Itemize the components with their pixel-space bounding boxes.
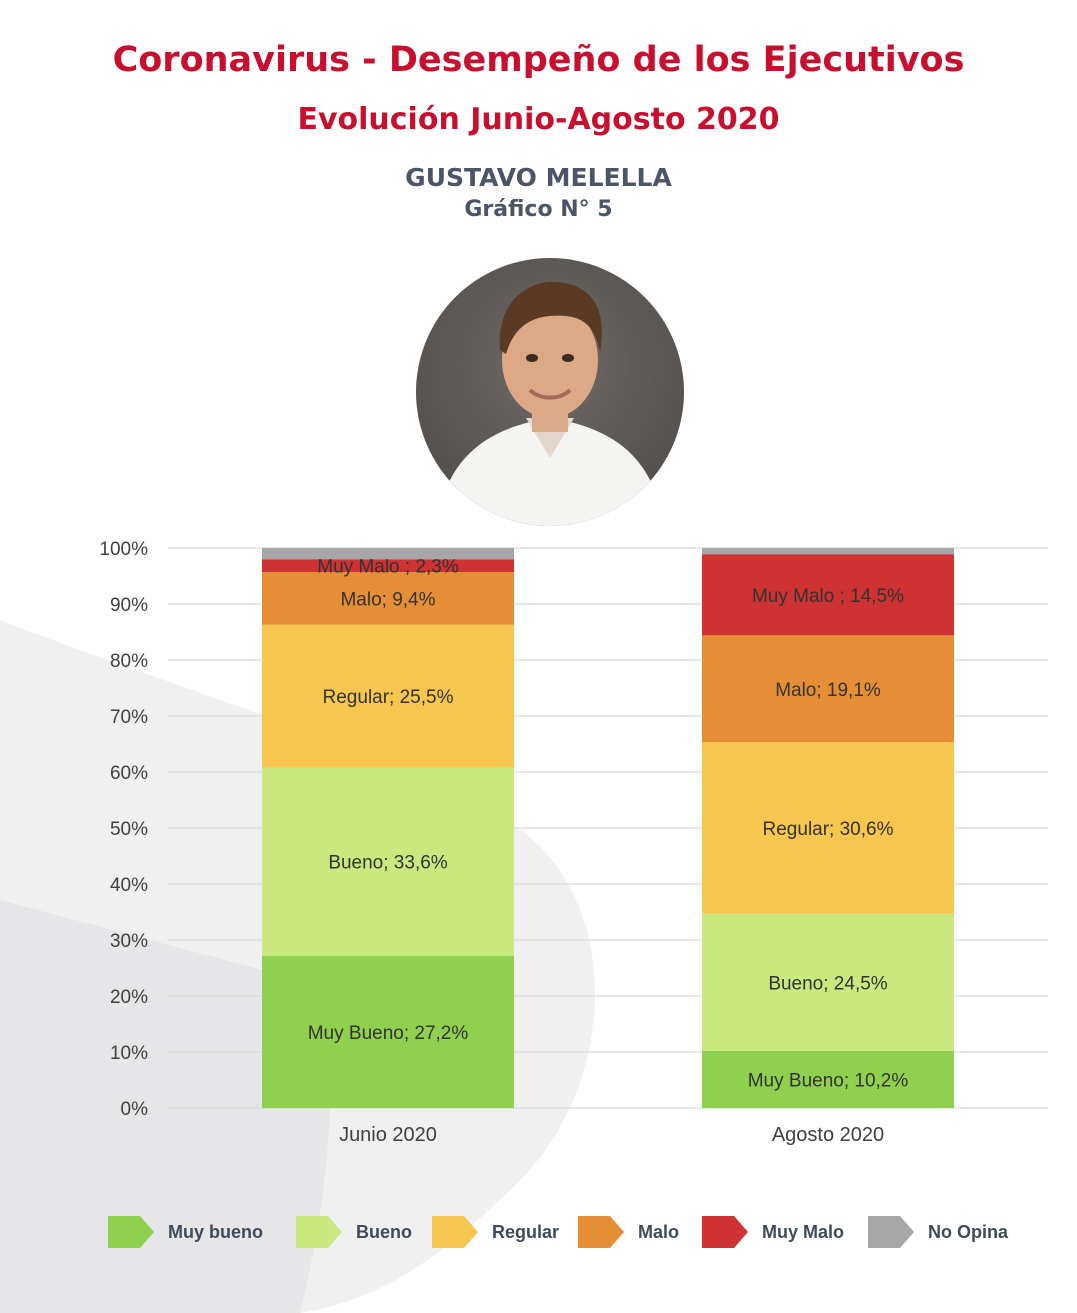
- legend-label: Bueno: [356, 1221, 412, 1242]
- stacked-bar-chart: 0% 10% 20% 30% 40% 50% 60% 70% 80% 90% 100% Muy Bue…: [99, 539, 1048, 1146]
- bar-segment: [262, 624, 514, 768]
- legend-item: Regular: [432, 1212, 559, 1252]
- chart-title: Coronavirus - Desempeño de los Ejecutivo…: [112, 40, 965, 80]
- person-name: GUSTAVO MELELLA: [405, 163, 672, 192]
- legend-swatch-icon: [108, 1216, 154, 1248]
- legend-swatch-icon: [868, 1216, 914, 1248]
- data-label: Regular; 30,6%: [763, 819, 894, 840]
- chart-subtitle: Evolución Junio-Agosto 2020: [297, 102, 780, 137]
- y-tick-label: 0%: [121, 1099, 149, 1120]
- legend-item: Muy bueno: [108, 1212, 263, 1252]
- data-label: Malo; 9,4%: [340, 589, 435, 610]
- data-label: Malo; 19,1%: [775, 680, 881, 701]
- legend-item: Malo: [578, 1212, 679, 1252]
- legend-swatch-icon: [578, 1216, 624, 1248]
- data-label: Muy Bueno; 10,2%: [748, 1070, 909, 1091]
- bar-segment: [262, 572, 514, 625]
- data-label: Regular; 25,5%: [323, 687, 454, 708]
- bar-segment: [262, 548, 514, 560]
- y-tick-label: 70%: [110, 707, 148, 728]
- legend-item: No Opina: [868, 1212, 1008, 1252]
- legend-label: Regular: [492, 1221, 560, 1242]
- bar-segment: [702, 913, 954, 1051]
- y-tick-label: 80%: [110, 651, 148, 672]
- bar-segment: [702, 635, 954, 743]
- y-tick-label: 90%: [110, 595, 148, 616]
- data-label: Muy Malo ; 14,5%: [752, 586, 904, 607]
- legend-swatch-icon: [296, 1216, 342, 1248]
- bar-segment: [262, 767, 514, 956]
- x-category-label: Agosto 2020: [772, 1124, 884, 1146]
- bar-segment: [702, 554, 954, 636]
- y-tick-label: 10%: [110, 1043, 148, 1064]
- bar-segment: [262, 955, 514, 1108]
- x-category-label: Junio 2020: [339, 1124, 437, 1146]
- y-tick-label: 20%: [110, 987, 148, 1008]
- bar-segment: [262, 559, 514, 573]
- legend-label: Muy bueno: [168, 1221, 263, 1242]
- legend-item: Muy Malo: [702, 1212, 844, 1252]
- data-label: Bueno; 24,5%: [768, 973, 887, 994]
- chart-legend: Muy bueno Bueno Regular Malo Muy Malo No Opin…: [0, 1212, 1077, 1262]
- y-tick-label: 100%: [99, 539, 148, 560]
- portrait-photo: [416, 258, 684, 526]
- legend-label: Malo: [638, 1221, 680, 1242]
- y-tick-label: 60%: [110, 763, 148, 784]
- legend-label: Muy Malo: [762, 1221, 845, 1242]
- bar-segment: [702, 742, 954, 914]
- y-tick-label: 30%: [110, 931, 148, 952]
- bar-segment: [702, 548, 954, 555]
- data-label: Muy Malo ; 2,3%: [317, 557, 459, 578]
- y-tick-label: 50%: [110, 819, 148, 840]
- data-label: Bueno; 33,6%: [328, 853, 447, 874]
- y-tick-label: 40%: [110, 875, 148, 896]
- legend-item: Bueno: [296, 1212, 412, 1252]
- data-label: Muy Bueno; 27,2%: [308, 1023, 469, 1044]
- bar-segment: [702, 1050, 954, 1108]
- legend-swatch-icon: [702, 1216, 748, 1248]
- figure-number: Gráfico N° 5: [464, 197, 613, 222]
- legend-swatch-icon: [432, 1216, 478, 1248]
- legend-label: No Opina: [928, 1221, 1008, 1242]
